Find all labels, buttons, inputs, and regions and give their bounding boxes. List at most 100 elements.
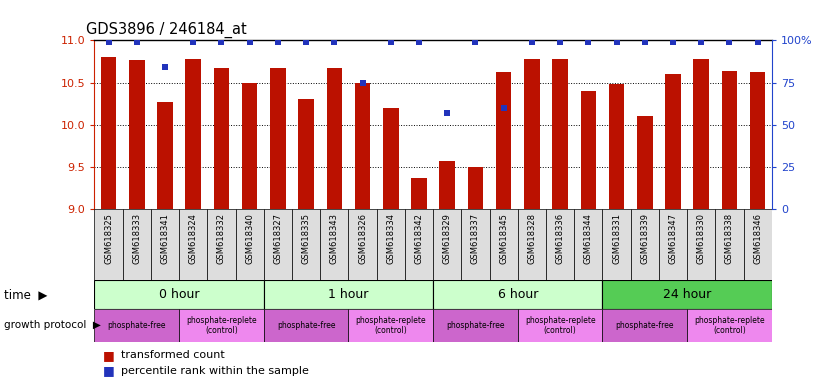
Point — [751, 39, 764, 45]
Text: transformed count: transformed count — [121, 350, 224, 360]
Bar — [298, 99, 314, 384]
Bar — [264, 309, 348, 342]
Bar — [553, 59, 568, 384]
Bar — [94, 280, 264, 309]
Bar — [151, 209, 179, 280]
Point — [328, 39, 341, 45]
Text: phosphate-free: phosphate-free — [446, 321, 505, 330]
Bar — [637, 116, 653, 384]
Text: GSM618346: GSM618346 — [753, 213, 762, 264]
Point — [722, 39, 736, 45]
Text: GSM618345: GSM618345 — [499, 213, 508, 264]
Point — [638, 39, 651, 45]
Text: ■: ■ — [103, 349, 114, 362]
Bar — [179, 309, 264, 342]
Point — [300, 39, 313, 45]
Text: phosphate-replete
(control): phosphate-replete (control) — [694, 316, 764, 335]
Text: GSM618326: GSM618326 — [358, 213, 367, 264]
Text: ■: ■ — [103, 364, 114, 377]
Text: phosphate-replete
(control): phosphate-replete (control) — [355, 316, 426, 335]
Text: phosphate-free: phosphate-free — [108, 321, 166, 330]
Bar — [518, 309, 603, 342]
Text: GSM618327: GSM618327 — [273, 213, 282, 264]
Bar — [377, 209, 405, 280]
Text: GSM618336: GSM618336 — [556, 213, 565, 264]
Text: GDS3896 / 246184_at: GDS3896 / 246184_at — [86, 22, 247, 38]
Bar — [687, 309, 772, 342]
Bar — [687, 209, 715, 280]
Text: GSM618334: GSM618334 — [386, 213, 395, 264]
Bar — [489, 209, 518, 280]
Text: GSM618324: GSM618324 — [189, 213, 198, 264]
Bar — [750, 73, 765, 384]
Bar — [574, 209, 603, 280]
Text: 24 hour: 24 hour — [663, 288, 711, 301]
Point — [412, 39, 425, 45]
Bar — [608, 84, 624, 384]
Bar — [355, 83, 370, 384]
Bar — [129, 60, 144, 384]
Point — [356, 79, 369, 86]
Text: GSM618330: GSM618330 — [697, 213, 706, 264]
Bar — [603, 309, 687, 342]
Point — [215, 39, 228, 45]
Bar — [518, 209, 546, 280]
Bar — [461, 209, 489, 280]
Point — [610, 39, 623, 45]
Bar — [94, 209, 122, 280]
Point — [525, 39, 539, 45]
Bar — [320, 209, 348, 280]
Point — [582, 39, 595, 45]
Text: phosphate-replete
(control): phosphate-replete (control) — [186, 316, 257, 335]
Bar — [186, 59, 201, 384]
Point — [695, 39, 708, 45]
Point — [158, 64, 172, 70]
Bar — [665, 74, 681, 384]
Text: percentile rank within the sample: percentile rank within the sample — [121, 366, 309, 376]
Text: GSM618343: GSM618343 — [330, 213, 339, 264]
Text: GSM618328: GSM618328 — [527, 213, 536, 264]
Bar — [722, 71, 737, 384]
Bar — [603, 209, 631, 280]
Text: 6 hour: 6 hour — [498, 288, 538, 301]
Bar — [242, 83, 258, 384]
Bar — [405, 209, 433, 280]
Text: time  ▶: time ▶ — [4, 288, 48, 301]
Bar — [94, 309, 179, 342]
Point — [384, 39, 397, 45]
Bar — [659, 209, 687, 280]
Bar — [348, 309, 433, 342]
Bar — [433, 309, 518, 342]
Text: 1 hour: 1 hour — [328, 288, 369, 301]
Text: GSM618335: GSM618335 — [301, 213, 310, 264]
Text: phosphate-replete
(control): phosphate-replete (control) — [525, 316, 595, 335]
Bar — [744, 209, 772, 280]
Bar — [383, 108, 398, 384]
Bar — [157, 102, 172, 384]
Bar — [580, 91, 596, 384]
Point — [271, 39, 284, 45]
Bar — [264, 280, 433, 309]
Bar — [433, 280, 603, 309]
Bar — [348, 209, 377, 280]
Text: GSM618347: GSM618347 — [668, 213, 677, 264]
Bar — [327, 68, 342, 384]
Point — [441, 110, 454, 116]
Text: GSM618340: GSM618340 — [245, 213, 255, 264]
Bar — [270, 68, 286, 384]
Bar — [236, 209, 264, 280]
Text: GSM618329: GSM618329 — [443, 213, 452, 264]
Bar — [213, 68, 229, 384]
Text: GSM618332: GSM618332 — [217, 213, 226, 264]
Text: 0 hour: 0 hour — [158, 288, 200, 301]
Text: GSM618337: GSM618337 — [471, 213, 480, 264]
Bar — [207, 209, 236, 280]
Text: GSM618331: GSM618331 — [612, 213, 621, 264]
Text: GSM618325: GSM618325 — [104, 213, 113, 264]
Point — [469, 39, 482, 45]
Bar — [524, 59, 539, 384]
Bar — [292, 209, 320, 280]
Point — [186, 39, 200, 45]
Point — [497, 105, 510, 111]
Point — [102, 39, 115, 45]
